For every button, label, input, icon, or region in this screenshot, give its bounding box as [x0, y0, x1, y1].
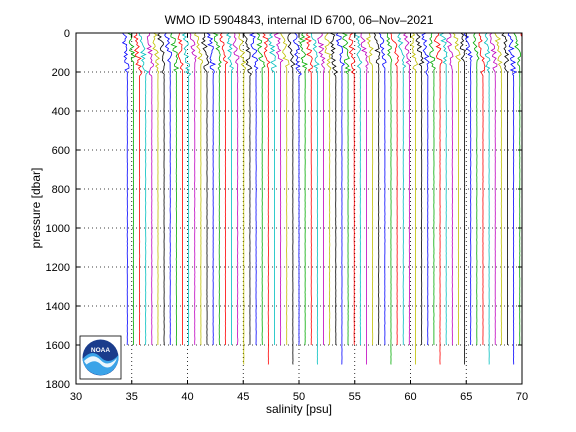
salinity-profile-line	[439, 33, 448, 346]
x-tick-label: 70	[516, 391, 528, 403]
y-axis-ticks: 0 200 400 600 800 1000 1200 1400 1600 1800	[46, 28, 522, 391]
salinity-profile-line	[262, 33, 271, 365]
x-tick-label: 65	[460, 391, 472, 403]
salinity-profile-line	[421, 33, 430, 345]
y-tick-label: 200	[52, 67, 70, 79]
salinity-profile-line	[298, 33, 309, 345]
salinity-profile-line	[507, 33, 517, 365]
salinity-profiles	[121, 33, 522, 365]
salinity-profile-line	[268, 33, 278, 345]
salinity-profile-line	[292, 33, 302, 346]
salinity-profile-line	[225, 33, 235, 346]
salinity-profile-line	[310, 33, 320, 365]
y-tick-label: 1600	[46, 340, 70, 352]
x-tick-label: 45	[237, 391, 249, 403]
salinity-profile-line	[324, 33, 332, 345]
salinity-profile-line	[472, 33, 480, 346]
salinity-profile-line	[170, 33, 180, 346]
y-axis-label: pressure [dbar]	[29, 168, 43, 249]
y-tick-label: 0	[64, 28, 70, 40]
x-tick-label: 55	[349, 391, 361, 403]
salinity-profile-line	[489, 33, 498, 346]
noaa-logo-text: NOAA	[91, 347, 110, 354]
salinity-profile-line	[280, 33, 290, 346]
chart-title: WMO ID 5904843, internal ID 6700, 06–Nov…	[165, 13, 434, 27]
salinity-profile-line	[200, 33, 210, 346]
salinity-profile-line	[501, 33, 510, 346]
x-axis-label: salinity [psu]	[266, 402, 332, 416]
salinity-profile-line	[415, 33, 425, 346]
x-axis-ticks: 30 35 40 45 50 55 60 65 70	[70, 33, 528, 403]
y-tick-label: 400	[52, 106, 70, 118]
salinity-profile-line	[409, 33, 419, 365]
salinity-profile-line	[317, 33, 326, 345]
x-tick-label: 50	[293, 391, 305, 403]
x-tick-label: 60	[404, 391, 416, 403]
salinity-profile-line	[133, 33, 143, 346]
salinity-profile-line	[365, 33, 374, 346]
salinity-profile-line	[335, 33, 346, 365]
salinity-profile-line	[287, 33, 296, 365]
salinity-profile-line	[121, 33, 130, 345]
salinity-profile-line	[378, 33, 387, 345]
salinity-profile-line	[127, 33, 137, 345]
salinity-profile-line	[256, 33, 266, 345]
salinity-profile-line	[402, 33, 411, 346]
salinity-profile-line	[373, 33, 381, 346]
salinity-profile-line	[232, 33, 240, 345]
salinity-profile-line	[360, 33, 369, 365]
salinity-profile-line	[478, 33, 486, 346]
y-tick-label: 1200	[46, 262, 70, 274]
salinity-profile-line	[397, 33, 407, 346]
salinity-profile-line	[354, 33, 363, 346]
salinity-profile-line	[463, 33, 473, 346]
salinity-profile-line	[164, 33, 173, 346]
x-tick-label: 40	[181, 391, 193, 403]
y-tick-label: 1800	[46, 379, 70, 391]
salinity-profile-line	[238, 33, 247, 365]
salinity-profile-line	[152, 33, 160, 345]
salinity-profile-line	[249, 33, 259, 346]
salinity-profile-line	[341, 33, 352, 345]
salinity-profile-line	[329, 33, 339, 346]
salinity-profile-line	[273, 33, 284, 345]
salinity-profile-line	[494, 33, 503, 345]
y-tick-label: 1000	[46, 223, 70, 235]
x-tick-label: 30	[70, 391, 82, 403]
salinity-profile-line	[445, 33, 454, 346]
salinity-profile-line	[138, 33, 149, 346]
salinity-profile-line	[304, 33, 313, 345]
salinity-profile-line	[146, 33, 154, 346]
x-tick-label: 35	[126, 391, 138, 403]
noaa-logo: NOAA	[79, 335, 122, 380]
salinity-profile-line	[428, 33, 436, 346]
y-tick-label: 1400	[46, 301, 70, 313]
salinity-profile-line	[459, 33, 466, 365]
salinity-profile-line	[181, 33, 192, 345]
salinity-profile-line	[390, 33, 399, 346]
salinity-profile-line	[157, 33, 166, 346]
salinity-profile-line	[189, 33, 198, 346]
salinity-profile-line	[243, 33, 253, 346]
salinity-profile-line	[386, 33, 393, 365]
salinity-profile-line	[483, 33, 491, 365]
salinity-profile-line	[433, 33, 443, 365]
salinity-profile-line	[452, 33, 462, 345]
plot-area: 30 35 40 45 50 55 60 65 70 0 200 400 600 800 1000 1200…	[46, 28, 529, 403]
salinity-profile-line	[212, 33, 222, 345]
salinity-profile-line	[206, 33, 217, 346]
salinity-profile-line	[177, 33, 184, 345]
y-tick-label: 600	[52, 145, 70, 157]
y-tick-label: 800	[52, 184, 70, 196]
salinity-profile-line	[348, 33, 356, 346]
salinity-profile-line	[219, 33, 229, 345]
salinity-profile-line	[194, 33, 204, 346]
